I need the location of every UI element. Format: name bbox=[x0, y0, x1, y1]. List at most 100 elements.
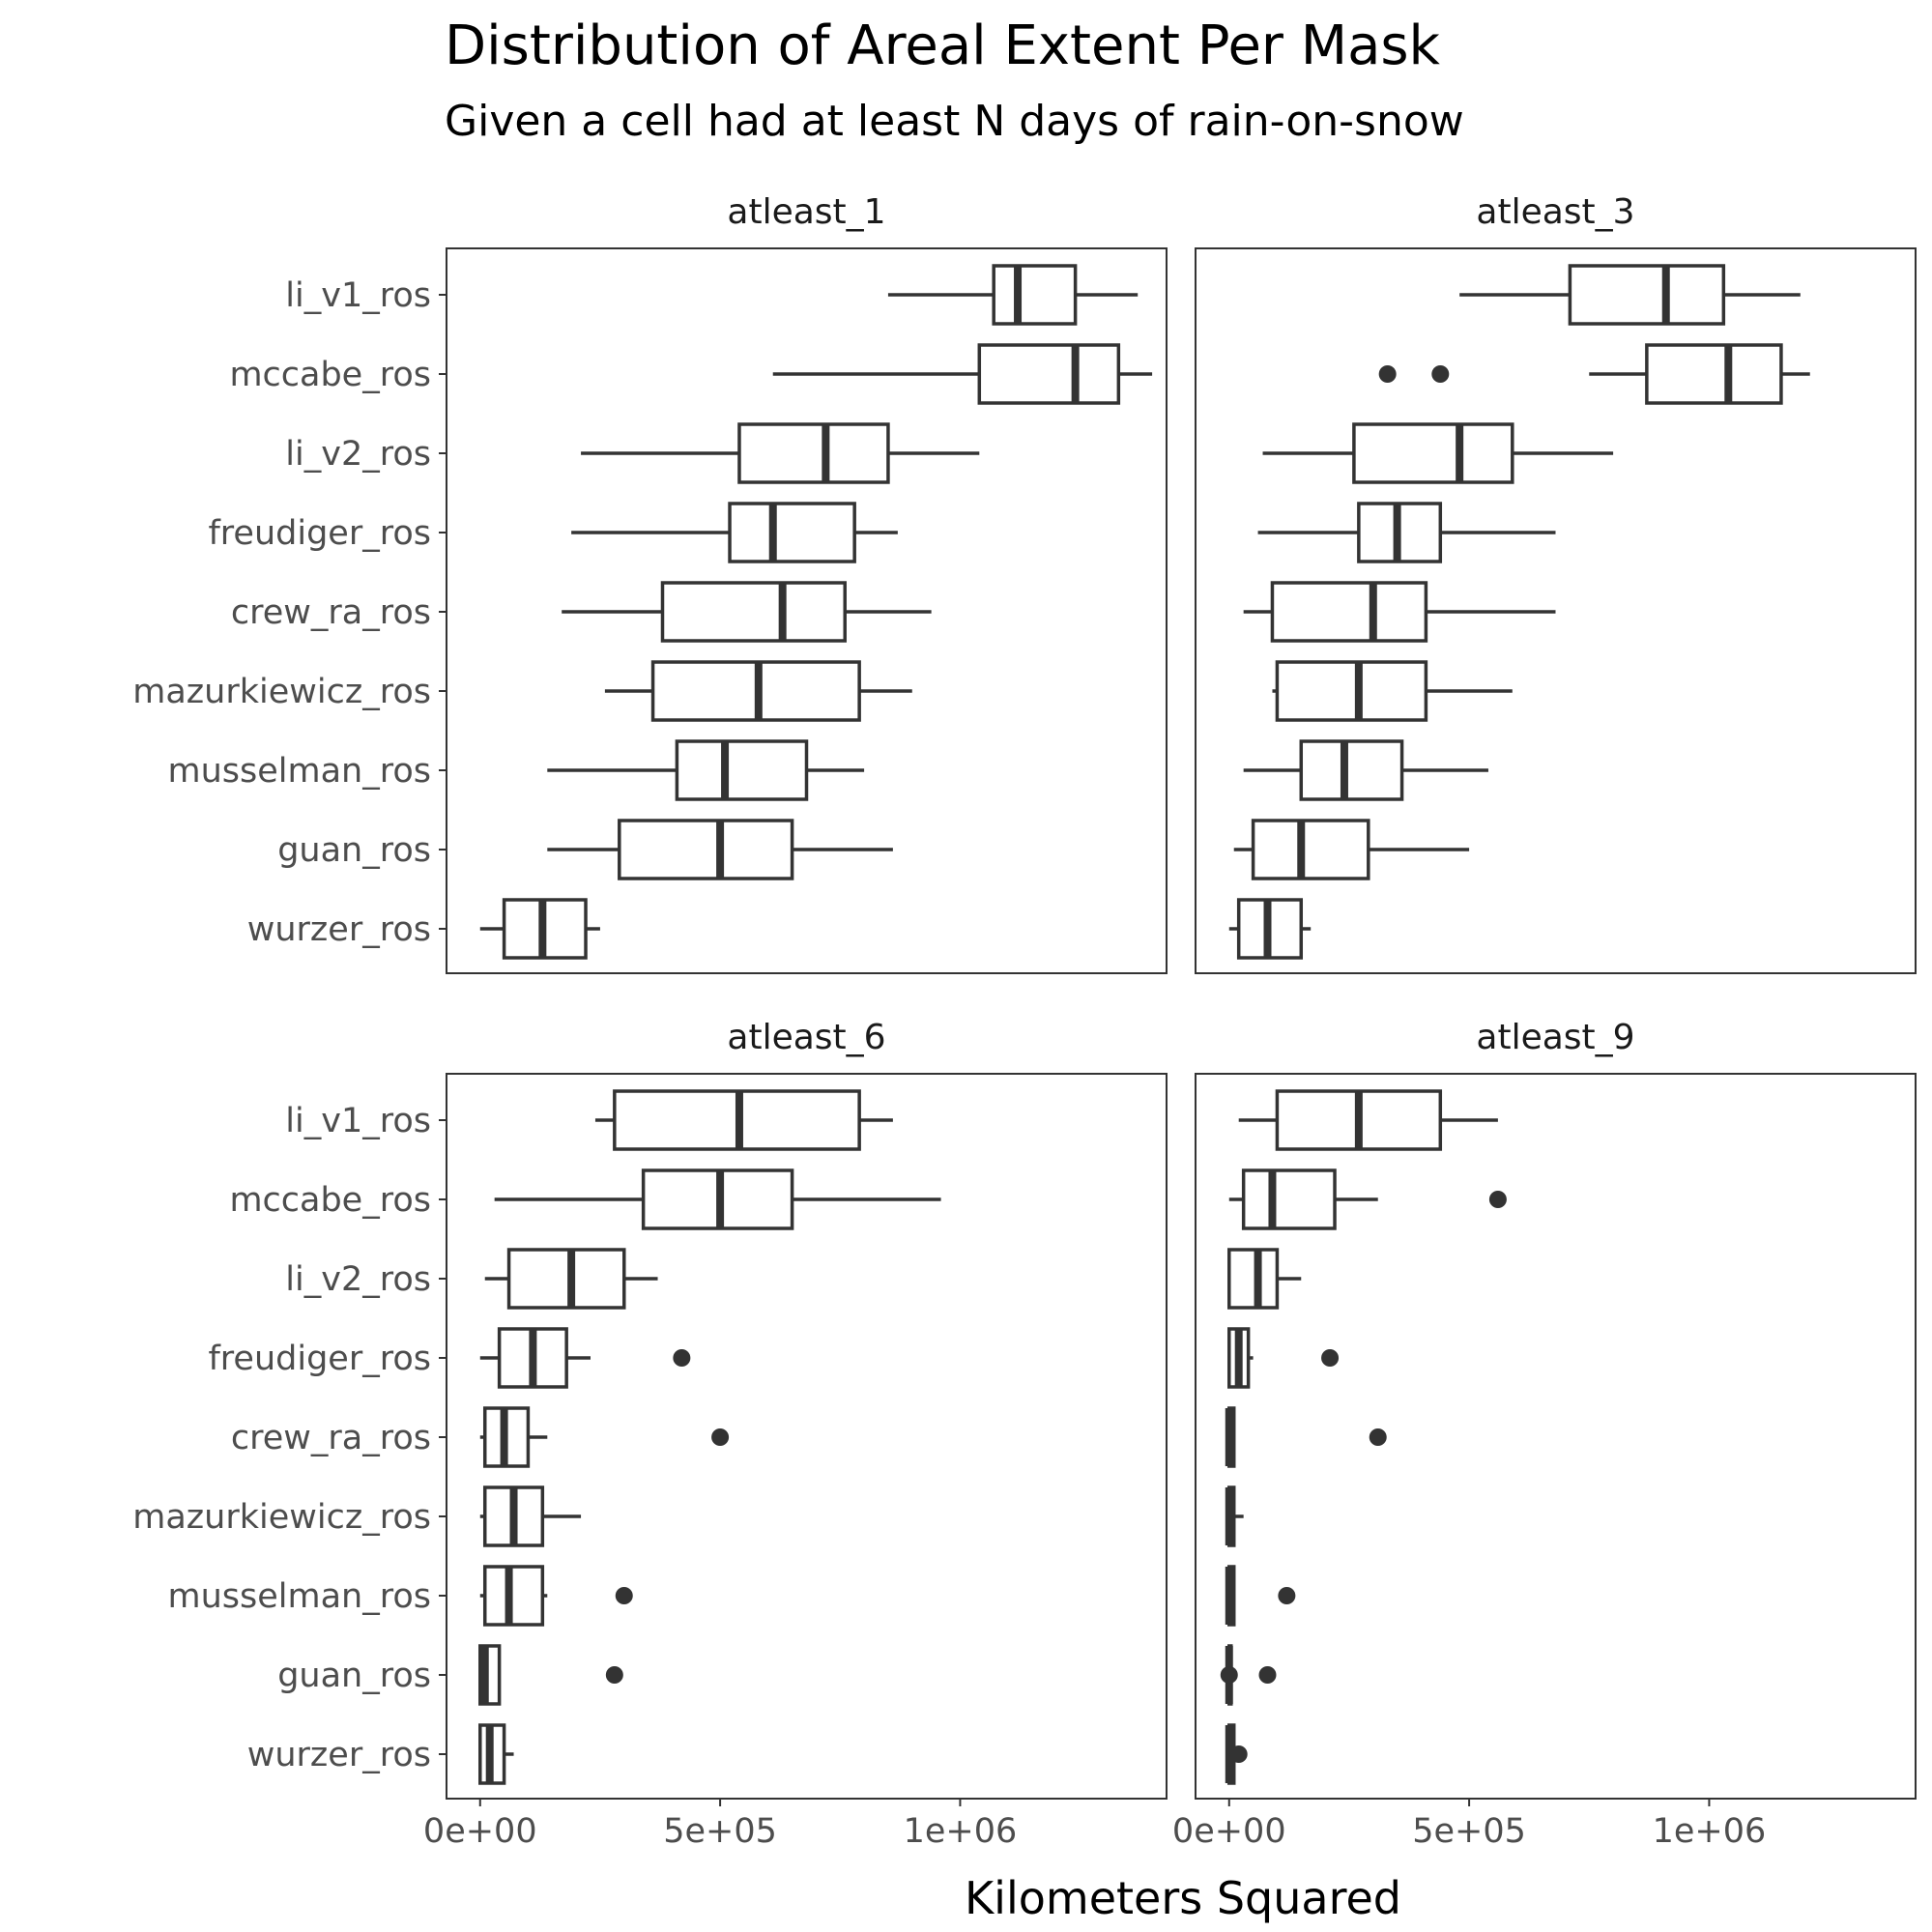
box-li_v2_ros bbox=[1227, 1248, 1302, 1310]
chart-subtitle: Given a cell had at least N days of rain… bbox=[445, 97, 1464, 146]
y-tick-label: li_v1_ros bbox=[285, 276, 431, 315]
box-crew_ra_ros bbox=[1225, 1406, 1387, 1468]
outlier-point bbox=[1321, 1349, 1340, 1367]
outlier-point bbox=[1431, 365, 1450, 383]
panel-atleast_1: atleast_1 li_v1_ros mccabe_ros li_v2_rosfre… bbox=[132, 192, 1168, 974]
box-musselman_ros bbox=[1225, 1565, 1296, 1627]
box-wurzer_ros bbox=[1228, 898, 1312, 960]
chart-title: Distribution of Areal Extent Per Mask bbox=[445, 14, 1441, 77]
box-li_v1_ros bbox=[1459, 264, 1801, 326]
x-tick-label: 5e+05 bbox=[663, 1812, 777, 1851]
box-musselman_ros bbox=[479, 1565, 633, 1627]
panel-strip-label: atleast_1 bbox=[727, 192, 885, 232]
box-mccabe_ros bbox=[494, 1168, 941, 1230]
x-tick-label: 1e+06 bbox=[904, 1812, 1018, 1851]
box-iqr bbox=[1352, 422, 1514, 484]
y-tick-label: wurzer_ros bbox=[247, 1736, 431, 1774]
x-tick-label: 0e+00 bbox=[1172, 1812, 1286, 1851]
panels-group: atleast_1li_v1_rosmccabe_rosli_v2_rosfre… bbox=[132, 192, 1917, 1851]
outlier-point bbox=[615, 1587, 633, 1604]
box-li_v1_ros bbox=[594, 1089, 893, 1151]
outlier-point bbox=[711, 1428, 730, 1446]
panel-atleast_9: atleast_9 0e+00 5e+05 1e+06 bbox=[1172, 1018, 1917, 1851]
y-tick-label: guan_ros bbox=[277, 831, 431, 870]
box-iqr bbox=[977, 343, 1121, 405]
y-tick-label: mazurkiewicz_ros bbox=[132, 673, 431, 711]
box-musselman_ros bbox=[547, 739, 865, 801]
box-crew_ra_ros bbox=[562, 581, 932, 643]
box-freudiger_ros bbox=[479, 1327, 691, 1389]
box-iqr bbox=[1270, 581, 1428, 643]
box-iqr bbox=[737, 422, 890, 484]
box-mazurkiewicz_ros bbox=[1225, 1485, 1244, 1547]
box-wurzer_ros bbox=[1225, 1723, 1248, 1785]
box-iqr bbox=[482, 1565, 545, 1627]
outlier-point bbox=[1488, 1191, 1507, 1208]
box-mazurkiewicz_ros bbox=[604, 660, 912, 722]
y-tick-label: musselman_ros bbox=[168, 1577, 432, 1616]
box-iqr bbox=[675, 739, 809, 801]
box-iqr bbox=[1275, 660, 1428, 722]
box-mazurkiewicz_ros bbox=[1272, 660, 1513, 722]
box-iqr bbox=[1568, 264, 1726, 326]
outlier-point bbox=[1220, 1666, 1238, 1684]
outlier-point bbox=[1369, 1428, 1387, 1446]
outlier-point bbox=[1278, 1587, 1296, 1604]
panel-atleast_6: atleast_6 li_v1_ros mccabe_ros li_v2_rosfre… bbox=[132, 1018, 1168, 1851]
box-li_v2_ros bbox=[581, 422, 980, 484]
y-tick-label: wurzer_ros bbox=[247, 910, 431, 949]
box-iqr bbox=[1241, 1168, 1337, 1230]
box-guan_ros bbox=[1220, 1644, 1277, 1706]
x-tick-label: 5e+05 bbox=[1412, 1812, 1526, 1851]
x-tick-label: 0e+00 bbox=[423, 1812, 537, 1851]
box-li_v1_ros bbox=[1238, 1089, 1498, 1151]
box-crew_ra_ros bbox=[1243, 581, 1556, 643]
box-iqr bbox=[618, 819, 794, 880]
box-mazurkiewicz_ros bbox=[479, 1485, 582, 1547]
panel-strip-label: atleast_3 bbox=[1476, 192, 1634, 232]
y-tick-label: li_v2_ros bbox=[285, 1260, 431, 1299]
box-li_v2_ros bbox=[484, 1248, 658, 1310]
y-tick-label: freudiger_ros bbox=[208, 514, 431, 553]
box-wurzer_ros bbox=[479, 898, 600, 960]
box-mccabe_ros bbox=[772, 343, 1153, 405]
y-tick-label: musselman_ros bbox=[168, 752, 432, 791]
y-tick-label: crew_ra_ros bbox=[231, 593, 431, 632]
panel-strip-label: atleast_6 bbox=[727, 1018, 885, 1057]
box-freudiger_ros bbox=[1227, 1327, 1340, 1389]
box-li_v2_ros bbox=[1262, 422, 1614, 484]
box-iqr bbox=[506, 1248, 626, 1310]
outlier-point bbox=[673, 1349, 691, 1367]
box-iqr bbox=[1251, 819, 1370, 880]
y-tick-label: mazurkiewicz_ros bbox=[132, 1498, 431, 1537]
box-iqr bbox=[992, 264, 1078, 326]
box-freudiger_ros bbox=[571, 502, 898, 563]
box-guan_ros bbox=[1233, 819, 1470, 880]
box-crew_ra_ros bbox=[479, 1406, 730, 1468]
x-tick-label: 1e+06 bbox=[1653, 1812, 1767, 1851]
y-tick-label: freudiger_ros bbox=[208, 1340, 431, 1378]
box-iqr bbox=[1299, 739, 1404, 801]
box-mccabe_ros bbox=[1378, 343, 1810, 405]
y-tick-label: li_v1_ros bbox=[285, 1102, 431, 1140]
outlier-point bbox=[1258, 1666, 1277, 1684]
box-wurzer_ros bbox=[478, 1723, 514, 1785]
y-tick-label: li_v2_ros bbox=[285, 435, 431, 474]
box-freudiger_ros bbox=[1257, 502, 1556, 563]
y-tick-label: mccabe_ros bbox=[229, 356, 431, 394]
outlier-point bbox=[1229, 1745, 1248, 1763]
box-li_v1_ros bbox=[887, 264, 1139, 326]
x-axis-label: Kilometers Squared bbox=[965, 1872, 1401, 1924]
panel-atleast_3: atleast_3 bbox=[1195, 192, 1917, 974]
box-mccabe_ros bbox=[1228, 1168, 1507, 1230]
box-musselman_ros bbox=[1243, 739, 1488, 801]
box-iqr bbox=[728, 502, 856, 563]
outlier-point bbox=[605, 1666, 623, 1684]
box-guan_ros bbox=[478, 1644, 623, 1706]
outlier-point bbox=[1378, 365, 1397, 383]
box-iqr bbox=[660, 581, 847, 643]
box-guan_ros bbox=[547, 819, 893, 880]
y-tick-label: guan_ros bbox=[277, 1657, 431, 1695]
panel-border bbox=[446, 1073, 1168, 1800]
